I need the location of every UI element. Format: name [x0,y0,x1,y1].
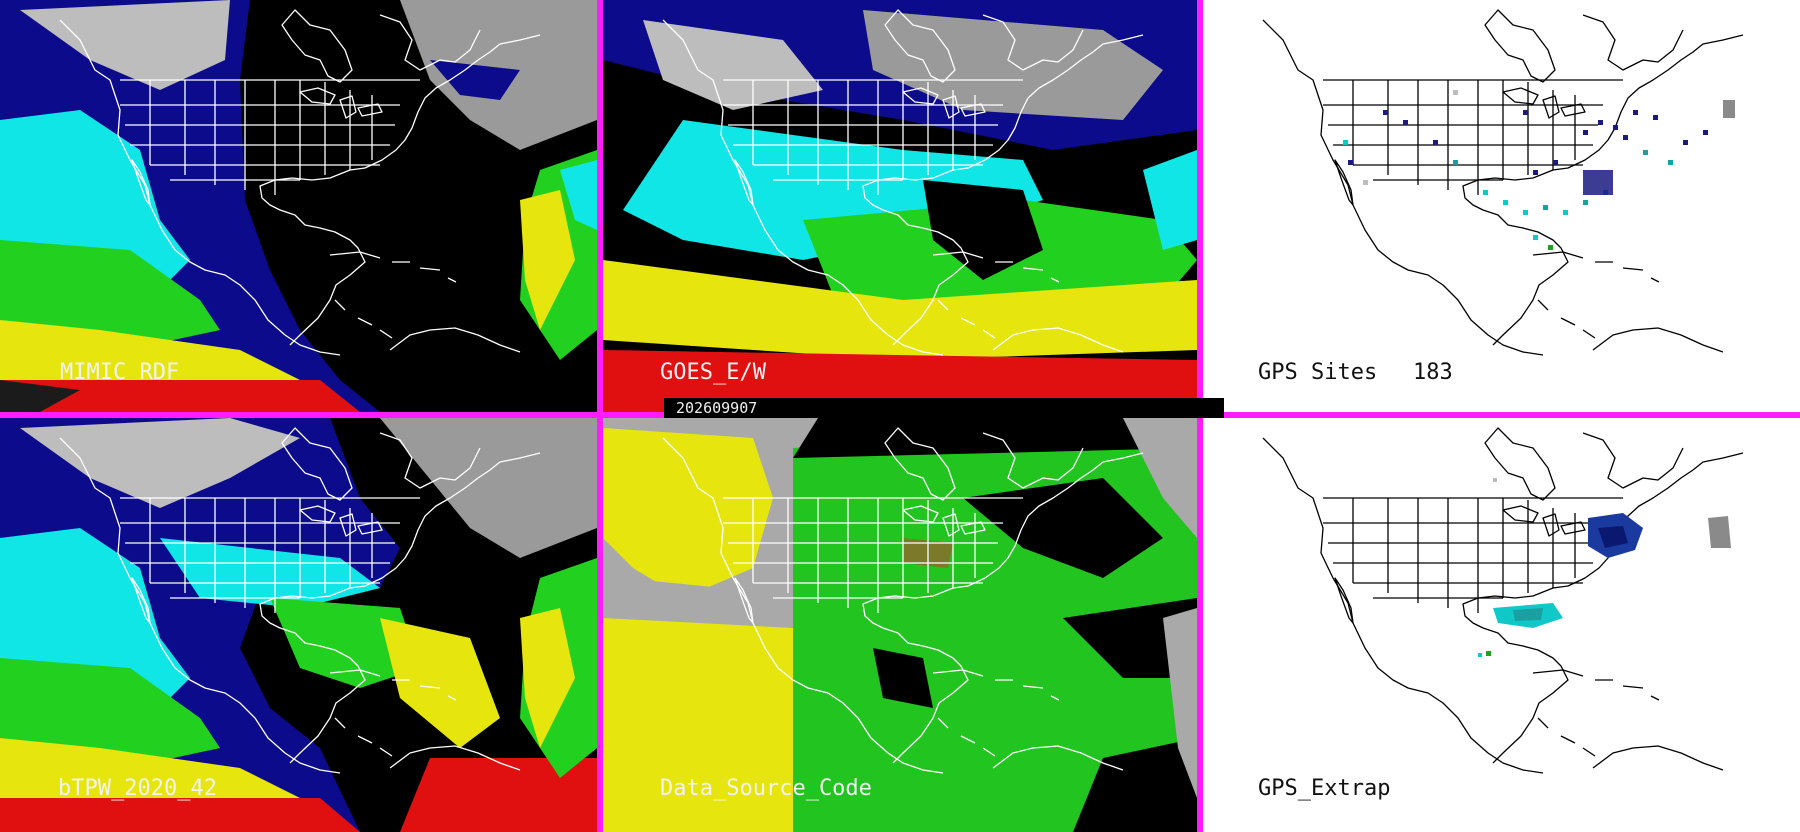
gps-sites-map [1203,0,1800,412]
separator-vertical-left [597,0,603,832]
panel-label-mimic-rdf: MIMIC RDF [60,360,180,385]
panel-label-data-source: Data_Source_Code [660,776,872,801]
panel-label-gps-sites: GPS Sites [1258,360,1378,385]
gps-sites-count: 183 [1413,360,1453,385]
panel-goes: GOES_E/W [603,0,1197,412]
mimic-rdf-map [0,0,597,412]
data-source-map [603,418,1197,832]
extrap-blob-newengland [1708,516,1731,548]
panel-btpw: bTPW_2020_42 [0,418,597,832]
btpw-map [0,418,597,832]
gps-site-markers [1343,90,1735,250]
panel-label-goes: GOES_E/W [660,360,766,385]
panel-mimic-rdf: MIMIC RDF [0,0,597,412]
timestamp-label: 202609907 [664,398,1224,418]
gps-extrap-map [1203,418,1800,832]
panel-label-gps-extrap: GPS_Extrap [1258,776,1391,801]
goes-map [603,0,1197,412]
panel-label-btpw: bTPW_2020_42 [58,776,217,801]
panel-data-source: Data_Source_Code [603,418,1197,832]
panel-gps-extrap: GPS_Extrap [1203,418,1800,832]
panel-gps-sites: GPS Sites 183 [1203,0,1800,412]
